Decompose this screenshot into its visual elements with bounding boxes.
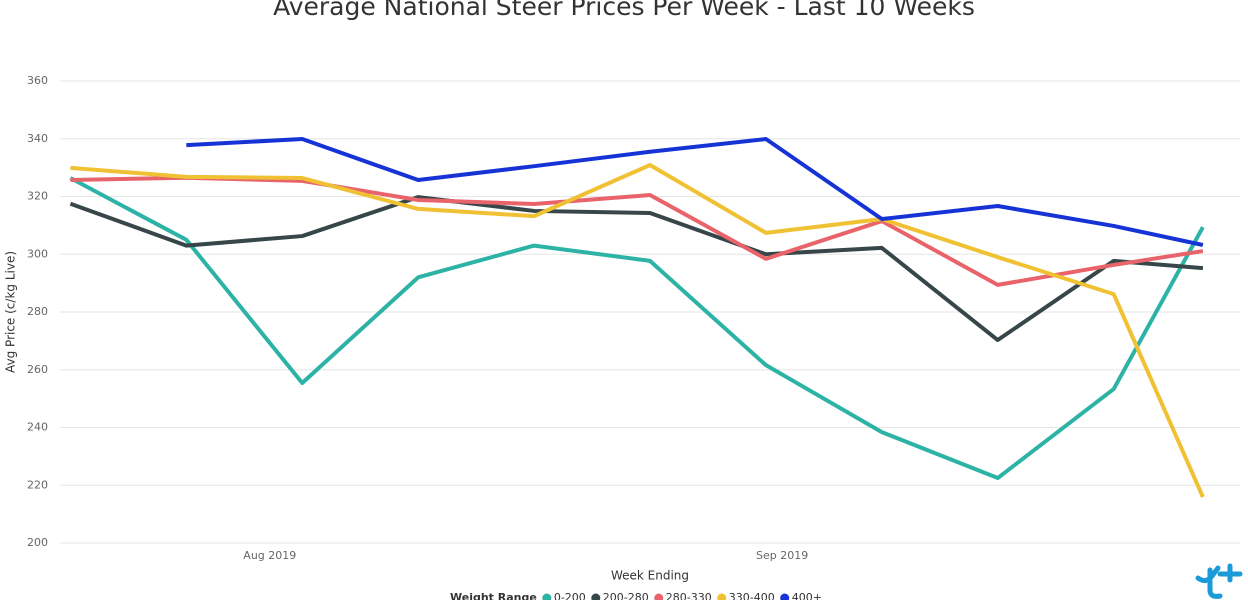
chart-title: Average National Steer Prices Per Week -… xyxy=(273,0,975,21)
legend-marker xyxy=(780,593,790,600)
y-tick-label: 240 xyxy=(27,421,48,434)
series-line xyxy=(69,176,1205,481)
y-tick-label: 220 xyxy=(27,478,48,491)
series-line xyxy=(69,195,1204,343)
series-line xyxy=(70,175,1204,287)
legend-marker xyxy=(654,593,664,600)
legend-label: 330-400 xyxy=(729,591,775,600)
y-tick-label: 360 xyxy=(27,74,48,87)
legend-marker xyxy=(717,593,727,600)
y-tick-label: 200 xyxy=(27,536,48,549)
x-tick-label: Sep 2019 xyxy=(756,549,808,562)
y-tick-label: 340 xyxy=(27,132,48,145)
x-axis-title: Week Ending xyxy=(611,569,689,583)
legend-label: 200-280 xyxy=(603,591,649,600)
y-tick-label: 320 xyxy=(27,190,48,203)
legend-title: Weight Range xyxy=(450,591,537,600)
y-axis-title: Avg Price (c/kg Live) xyxy=(4,251,18,373)
y-tick-label: 260 xyxy=(27,363,48,376)
y-tick-label: 280 xyxy=(27,305,48,318)
legend-label: 0-200 xyxy=(554,591,586,600)
legend-marker xyxy=(542,593,552,600)
series-line xyxy=(186,137,1204,247)
series-line xyxy=(70,163,1205,498)
legend-marker xyxy=(591,593,601,600)
legend-label: 400+ xyxy=(792,591,822,600)
legend-label: 280-330 xyxy=(666,591,712,600)
x-tick-label: Aug 2019 xyxy=(243,549,296,562)
y-tick-label: 300 xyxy=(27,247,48,260)
logo xyxy=(1195,563,1243,599)
